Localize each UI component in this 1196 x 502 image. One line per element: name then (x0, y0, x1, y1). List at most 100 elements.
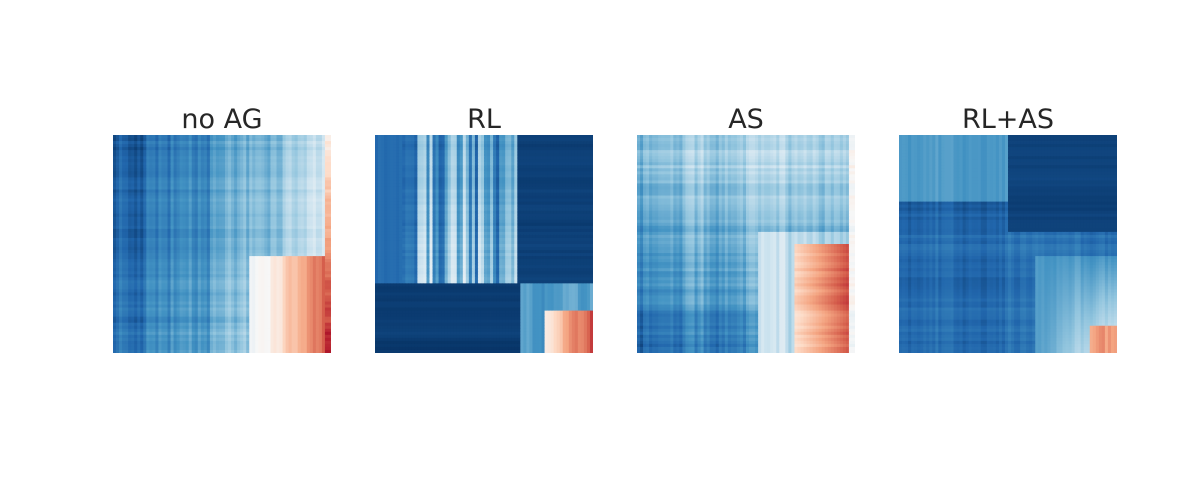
heatmap-cell (212, 289, 217, 293)
heatmap-cell (119, 156, 123, 160)
heatmap-cell (261, 219, 265, 224)
heatmap-cell (234, 237, 238, 242)
heatmap-cell (137, 150, 141, 154)
heatmap-cell (161, 289, 165, 293)
heatmap-cell (125, 240, 129, 245)
heatmap-cell (231, 337, 235, 342)
heatmap-cell (206, 340, 211, 345)
heatmap-cell (125, 307, 129, 312)
heatmap-cell (255, 237, 259, 242)
heatmap-cell (312, 298, 317, 302)
heatmap-cell (228, 295, 232, 299)
heatmap-cell (191, 153, 196, 157)
heatmap-cell (291, 210, 296, 215)
heatmap-cell (125, 310, 129, 315)
heatmap-cell (134, 198, 138, 203)
heatmap-cell (297, 162, 302, 166)
heatmap-cell (134, 280, 138, 284)
heatmap-cell (194, 253, 199, 257)
heatmap-cell (116, 234, 120, 239)
heatmap-cell (312, 295, 317, 299)
heatmap-cell (255, 198, 259, 203)
heatmap-cell (273, 340, 277, 345)
heatmap-cell (134, 195, 138, 199)
heatmap-cell (131, 141, 135, 145)
heatmap-cell (167, 301, 171, 305)
heatmap-cell (309, 234, 314, 239)
heatmap-cell (182, 247, 187, 251)
heatmap-cell (170, 216, 174, 221)
heatmap-cell (209, 183, 214, 187)
heatmap-cell (167, 262, 171, 266)
heatmap-cell (258, 289, 262, 293)
heatmap-cell (200, 334, 205, 339)
heatmap-cell (285, 319, 290, 324)
heatmap-cell (203, 253, 208, 257)
heatmap-cell (140, 283, 144, 287)
heatmap-cell (212, 138, 217, 142)
heatmap-cell (113, 325, 117, 330)
heatmap-cell (116, 304, 120, 308)
heatmap-cell (143, 201, 147, 206)
heatmap-cell (170, 225, 174, 230)
heatmap-cell (327, 213, 331, 218)
heatmap-cell (188, 244, 193, 248)
heatmap-cell (188, 174, 193, 178)
heatmap-cell (222, 159, 226, 163)
heatmap-cell (155, 337, 159, 342)
heatmap-cell (288, 328, 293, 333)
heatmap-cell (240, 331, 244, 336)
heatmap-cell (318, 183, 323, 187)
heatmap-cell (327, 304, 331, 308)
heatmap-cell (131, 228, 135, 233)
heatmap-cell (119, 177, 123, 181)
heatmap-cell (197, 259, 202, 263)
heatmap-cell (122, 277, 126, 281)
heatmap-cell (116, 301, 120, 305)
heatmap-cell (324, 319, 329, 324)
heatmap-cell (164, 301, 168, 305)
heatmap-cell (321, 231, 326, 236)
heatmap-cell (222, 171, 226, 175)
heatmap-cell (240, 189, 244, 193)
heatmap-cell (231, 271, 235, 275)
heatmap-cell (122, 340, 126, 345)
heatmap-cell (300, 198, 305, 203)
heatmap-cell (237, 277, 241, 281)
heatmap-cell (158, 135, 162, 139)
heatmap-cell (128, 156, 132, 160)
heatmap-cell (161, 277, 165, 281)
heatmap-cell (237, 322, 241, 327)
heatmap-cell (164, 307, 168, 312)
heatmap-cell (282, 231, 286, 236)
heatmap-cell (279, 216, 283, 221)
heatmap-cell (170, 307, 174, 312)
heatmap-cell (276, 201, 280, 206)
heatmap-cell (297, 250, 302, 254)
heatmap-cell (158, 319, 162, 324)
heatmap-cell (309, 150, 314, 154)
heatmap-cell (191, 307, 196, 312)
heatmap-cell (225, 195, 229, 199)
heatmap-cell (158, 268, 162, 272)
heatmap-cell (155, 301, 159, 305)
heatmap-cell (222, 234, 226, 239)
heatmap-cell (212, 219, 217, 224)
heatmap-cell (182, 144, 187, 148)
heatmap-cell (158, 295, 162, 299)
heatmap-cell (237, 280, 241, 284)
heatmap-cell (267, 180, 271, 184)
heatmap-cell (222, 280, 226, 284)
heatmap-cell (246, 138, 250, 142)
heatmap-cell (125, 322, 129, 327)
heatmap-cell (116, 247, 120, 251)
heatmap-cell (312, 301, 317, 305)
heatmap-cell (137, 201, 141, 206)
heatmap-cell (200, 234, 205, 239)
heatmap-cell (243, 165, 247, 169)
heatmap-cell (291, 289, 296, 293)
heatmap-cell (270, 207, 274, 212)
heatmap-cell (300, 195, 305, 199)
heatmap-cell (249, 283, 253, 287)
heatmap-cell (255, 280, 259, 284)
